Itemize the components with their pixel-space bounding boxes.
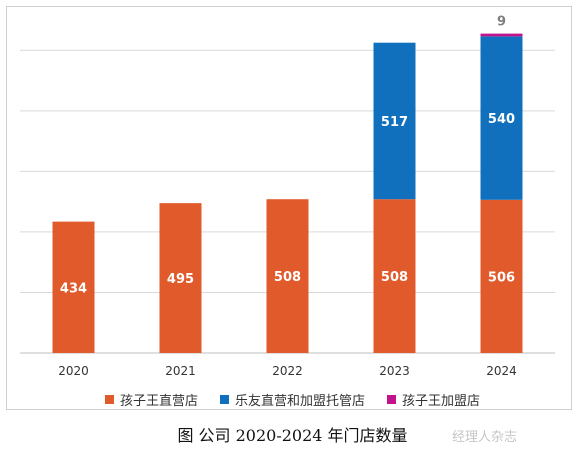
bar-2020-series-0 [52, 221, 95, 353]
bar-2024-series-0 [480, 199, 523, 353]
legend-item-series-1: 乐友直营和加盟托管店 [219, 390, 365, 409]
x-tick-label-2021: 2021 [165, 364, 196, 378]
legend-swatch [387, 395, 396, 404]
chart-legend: 孩子王直营店 乐友直营和加盟托管店 孩子王加盟店 [0, 390, 585, 409]
data-label-2020-series-0: 434 [60, 281, 87, 296]
data-label-2023-series-1: 517 [381, 115, 408, 130]
data-label-2023-series-0: 508 [381, 270, 408, 285]
legend-label: 乐友直营和加盟托管店 [234, 394, 365, 409]
data-label-2021-series-0: 495 [167, 272, 194, 287]
legend-swatch [104, 395, 114, 404]
stacked-bar-chart: 434 2020 495 2021 508 2022 508 517 2023 506 540 9 20… [20, 15, 555, 378]
bar-2021-series-0 [159, 203, 202, 353]
x-tick-label-2023: 2023 [379, 364, 410, 378]
data-label-2024-series-1: 540 [488, 112, 515, 127]
bar-2024-series-1 [480, 36, 523, 200]
watermark-text: 经理人杂志 [452, 430, 518, 445]
x-tick-label-2024: 2024 [486, 364, 517, 378]
x-tick-label-2020: 2020 [58, 364, 89, 378]
legend-label: 孩子王加盟店 [402, 394, 481, 409]
bar-2024-series-2 [480, 33, 523, 37]
legend-swatch [219, 395, 229, 404]
x-tick-label-2022: 2022 [272, 364, 303, 378]
bar-2023-series-1 [373, 42, 416, 200]
data-label-2024-series-2: 9 [497, 15, 506, 30]
legend-label: 孩子王直营店 [119, 394, 198, 409]
data-label-2024-series-0: 506 [488, 270, 515, 285]
legend-item-series-2: 孩子王加盟店 [387, 390, 480, 409]
bar-2022-series-0 [266, 199, 309, 353]
figure-caption: 图 公司 2020-2024 年门店数量 [177, 426, 408, 445]
legend-item-series-0: 孩子王直营店 [104, 390, 198, 409]
bar-2023-series-0 [373, 199, 416, 353]
data-label-2022-series-0: 508 [274, 270, 301, 285]
